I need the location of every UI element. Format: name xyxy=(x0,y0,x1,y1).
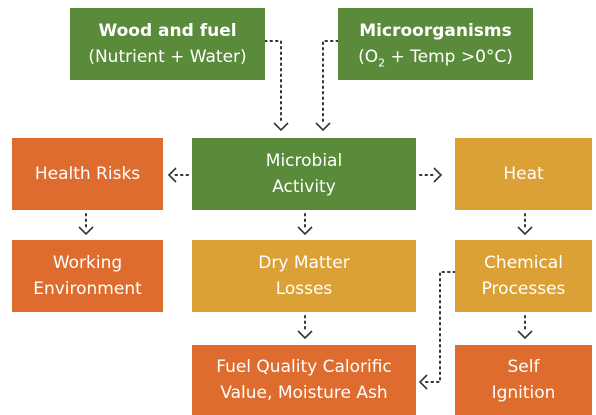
node-label: (Nutrient + Water) xyxy=(88,47,247,67)
arrow xyxy=(264,40,282,125)
node-label: Environment xyxy=(33,279,142,299)
node: Fuel Quality Calorific Value, Moisture As… xyxy=(192,345,416,415)
node-label: Losses xyxy=(275,279,333,299)
node-label: Activity xyxy=(272,177,336,197)
arrow-head xyxy=(297,226,313,236)
node-label: Self xyxy=(507,357,540,377)
node-label: Value, Moisture Ash xyxy=(220,383,388,403)
node-formula: (O2 + Temp >0°C) xyxy=(358,44,513,70)
arrow-head xyxy=(517,330,533,340)
node-label: Fuel Quality Calorific xyxy=(216,357,392,377)
node: Microorganisms (O2 + Temp >0°C) xyxy=(338,8,533,80)
node: Wood and fuel (Nutrient + Water) xyxy=(70,8,265,80)
node: Heat xyxy=(455,138,592,210)
arrow-head xyxy=(315,122,331,132)
arrow xyxy=(425,271,456,383)
node-label: Wood and fuel xyxy=(98,21,237,41)
node: Microbial Activity xyxy=(192,138,416,210)
node-label: Processes xyxy=(481,279,566,299)
node-label: Health Risks xyxy=(34,164,141,184)
arrow-head xyxy=(297,330,313,340)
arrow-head xyxy=(273,122,289,132)
node: Dry Matter Losses xyxy=(192,240,416,312)
node-label: Ignition xyxy=(491,383,556,403)
node-label: Chemical xyxy=(484,253,563,273)
node: Working Environment xyxy=(12,240,163,312)
node-label: Heat xyxy=(503,164,544,184)
arrow-head xyxy=(78,226,94,236)
arrow-head xyxy=(418,374,428,390)
node-label: Working xyxy=(52,253,123,273)
arrow-head xyxy=(433,167,443,183)
node: Health Risks xyxy=(12,138,163,210)
node: Chemical Processes xyxy=(455,240,592,312)
arrow xyxy=(322,40,339,125)
node: Self Ignition xyxy=(455,345,592,415)
arrow-head xyxy=(167,167,177,183)
formula-part: 2 xyxy=(378,56,386,70)
node-label: Microorganisms xyxy=(359,21,512,41)
arrow-head xyxy=(517,226,533,236)
node-label: Microbial xyxy=(265,151,343,171)
formula-part: + Temp >0°C) xyxy=(385,47,513,67)
formula-part: (O xyxy=(358,47,379,67)
node-label: Dry Matter xyxy=(258,253,350,273)
